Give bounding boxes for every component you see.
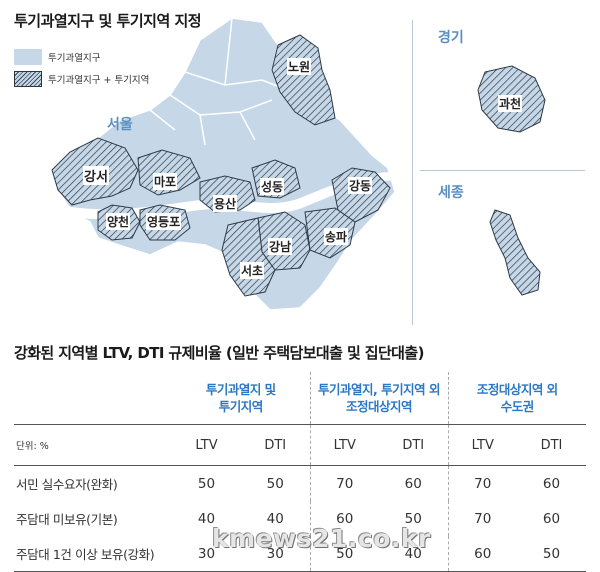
row-label: 주담대 1건 이상 보유(강화) (14, 536, 172, 572)
table-group-header-row: 투기과열지 및 투기지역 투기과열지, 투기지역 외 조정대상지역 조정대상지역… (14, 372, 586, 425)
region-label-gyeonggi: 경기 (438, 30, 464, 46)
region-label-sejong: 세종 (438, 185, 464, 201)
district-label-seocho: 서초 (240, 262, 265, 279)
region-sejong (489, 209, 541, 296)
legend-label-hatched: 투기과열지구 + 투기지역 (48, 75, 150, 86)
region-divider-horizontal (420, 170, 585, 171)
district-label-yeongdeungpo: 영등포 (146, 213, 182, 230)
district-label-yongsan: 용산 (213, 195, 238, 212)
district-label-seongdong: 성동 (260, 178, 285, 195)
district-label-gangnam: 강남 (268, 238, 293, 255)
table-cell: 40 (266, 510, 284, 527)
subheader-dti-2: DTI (379, 424, 448, 466)
subheader-dti-1: DTI (241, 424, 310, 466)
district-map (51, 17, 546, 311)
table-cell: 50 (404, 510, 422, 527)
group-header-2-line1: 투기과열지, 투기지역 외 (318, 382, 440, 397)
watermark: kmews21.co.kr (212, 524, 431, 553)
group-header-1-line2: 투기지역 (218, 399, 264, 414)
row-label: 주담대 미보유(기본) (16, 512, 118, 527)
table-cell: 60 (447, 536, 517, 572)
legend-label-plain: 투기과열지구 (48, 53, 101, 64)
table-cell: 60 (542, 510, 561, 527)
map-legend: 투기과열지구 투기과열지구 + 투기지역 (14, 48, 149, 92)
district-nowon (271, 34, 336, 126)
table-row: 주담대 미보유(기본) 40 40 60 50 70 60 (14, 501, 586, 536)
district-label-gangseo: 강서 (83, 166, 109, 185)
group-header-3-line1: 조정대상지역 외 (476, 382, 558, 397)
district-label-yangcheon: 양천 (106, 213, 131, 230)
subheader-ltv-1: LTV (172, 424, 241, 466)
table-cell: 70 (447, 501, 517, 536)
district-label-gangdong: 강동 (348, 177, 373, 194)
legend-item-hatched: 투기과열지구 + 투기지역 (14, 70, 149, 88)
unit-label: 단위: % (14, 424, 172, 466)
group-header-3-line2: 수도권 (500, 399, 535, 414)
district-label-mapo: 마포 (153, 173, 178, 190)
group-header-2: 투기과열지, 투기지역 외 조정대상지역 (309, 372, 448, 425)
table-cell: 60 (404, 475, 422, 492)
table-cell: 50 (517, 536, 586, 572)
table-cell: 40 (197, 510, 216, 527)
group-header-2-line2: 조정대상지역 (345, 399, 413, 414)
district-label-nowon: 노원 (287, 58, 312, 75)
legend-item-plain: 투기과열지구 (14, 48, 149, 66)
table-subheader-row: 단위: % LTV DTI LTV DTI LTV DTI (14, 424, 586, 466)
table-cell: 50 (266, 475, 284, 492)
legend-swatch-plain (14, 49, 42, 65)
district-borders (149, 17, 301, 146)
table-cell: 70 (309, 465, 379, 501)
table-title: 강화된 지역별 LTV, DTI 규제비율 (일반 주택담보대출 및 집단대출) (14, 344, 424, 362)
table-cell: 60 (309, 501, 379, 536)
legend-swatch-hatched (14, 71, 42, 87)
row-label: 서민 실수요자(완화) (16, 477, 118, 492)
header-spacer (14, 372, 172, 425)
region-divider-vertical (412, 20, 413, 325)
table-row: 서민 실수요자(완화) 50 50 70 60 70 60 (14, 465, 586, 501)
district-label-gwacheon: 과천 (498, 95, 523, 112)
subheader-dti-3: DTI (517, 424, 586, 466)
map-title: 투기과열지구 및 투기지역 지정 (14, 12, 202, 30)
group-header-3: 조정대상지역 외 수도권 (447, 372, 586, 425)
table-cell: 60 (542, 475, 561, 492)
region-label-seoul: 서울 (107, 117, 133, 133)
subheader-ltv-2: LTV (309, 424, 379, 466)
subheader-ltv-3: LTV (447, 424, 517, 466)
district-label-songpa: 송파 (324, 228, 349, 245)
group-header-1-line1: 투기과열지 및 (205, 382, 276, 397)
table-cell: 50 (197, 475, 216, 492)
group-header-1: 투기과열지 및 투기지역 (172, 372, 310, 425)
han-river (60, 172, 395, 220)
table-cell: 70 (447, 465, 517, 501)
